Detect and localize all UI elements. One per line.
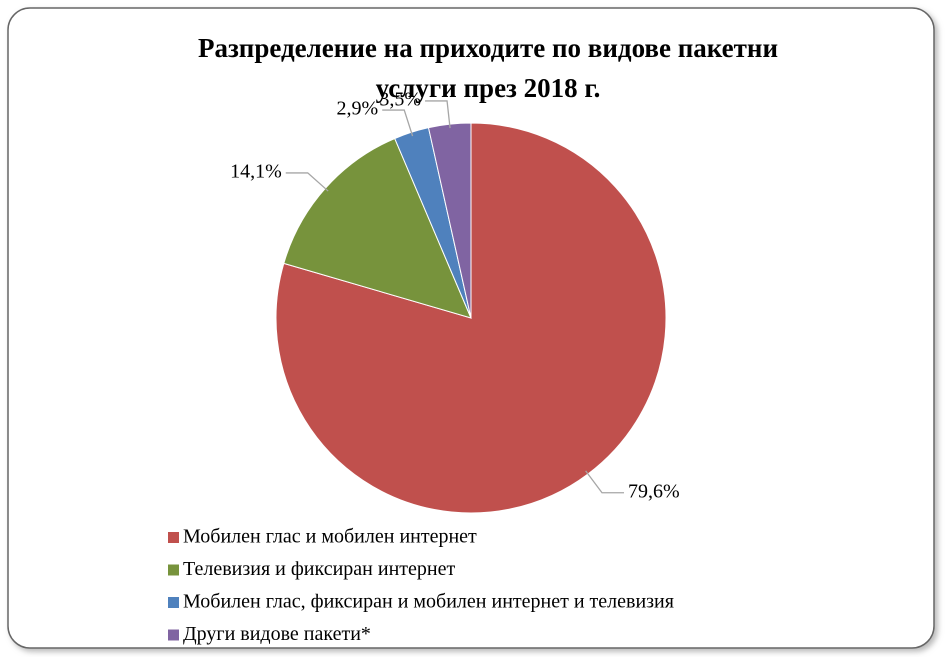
data-label: 3,5%: [379, 89, 421, 111]
chart-title: услуги през 2018 г.: [376, 73, 601, 103]
leader-line: [285, 172, 329, 192]
leader-line: [585, 470, 625, 494]
data-label: 79,6%: [628, 480, 680, 502]
chart-title: Разпределение на приходите по видове пак…: [198, 33, 778, 63]
legend-swatch: [168, 532, 179, 543]
legend-label: Телевизия и фиксиран интернет: [183, 558, 455, 580]
legend-swatch: [168, 629, 179, 641]
legend-label: Мобилен глас и мобилен интернет: [183, 526, 477, 548]
data-label: 14,1%: [230, 161, 282, 183]
legend-swatch: [168, 564, 179, 576]
legend-label: Други видове пакети*: [183, 623, 371, 645]
leader-line: [425, 100, 451, 129]
legend-label: Мобилен глас, фиксиран и мобилен интерне…: [183, 591, 674, 613]
legend-swatch: [168, 597, 179, 608]
data-label: 2,9%: [337, 98, 379, 120]
leader-line: [382, 109, 414, 137]
